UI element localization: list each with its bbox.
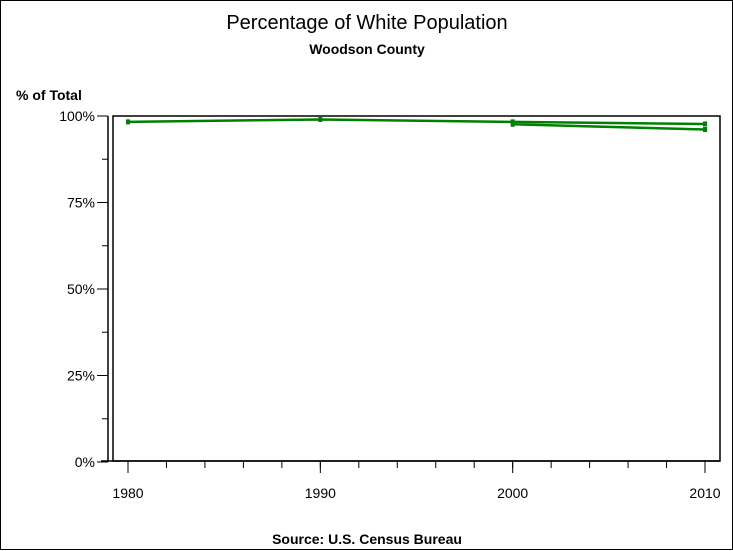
y-tick-label: 75%: [67, 195, 95, 211]
data-point: [126, 119, 130, 125]
data-point: [703, 121, 707, 127]
series-line-2: [512, 123, 706, 131]
plot-frame: [112, 115, 721, 462]
series-line-1: [127, 118, 706, 126]
data-point: [703, 126, 707, 132]
chart-title: Percentage of White Population: [226, 12, 507, 34]
y-tick-label: 25%: [67, 368, 95, 384]
footnote: Source: U.S. Census Bureau: [272, 531, 462, 547]
y-tick-label: 50%: [67, 281, 95, 297]
chart-subtitle: Woodson County: [309, 41, 425, 57]
x-tick-label: 2000: [497, 485, 528, 501]
x-tick-label: 1980: [112, 485, 143, 501]
x-tick-label: 2010: [689, 485, 720, 501]
x-tick-label: 1990: [305, 485, 336, 501]
y-tick-label: 100%: [59, 108, 95, 124]
data-point: [318, 116, 323, 122]
y-axis-label: % of Total: [16, 87, 82, 103]
y-tick-label: 0%: [75, 454, 95, 470]
data-point: [510, 121, 515, 127]
